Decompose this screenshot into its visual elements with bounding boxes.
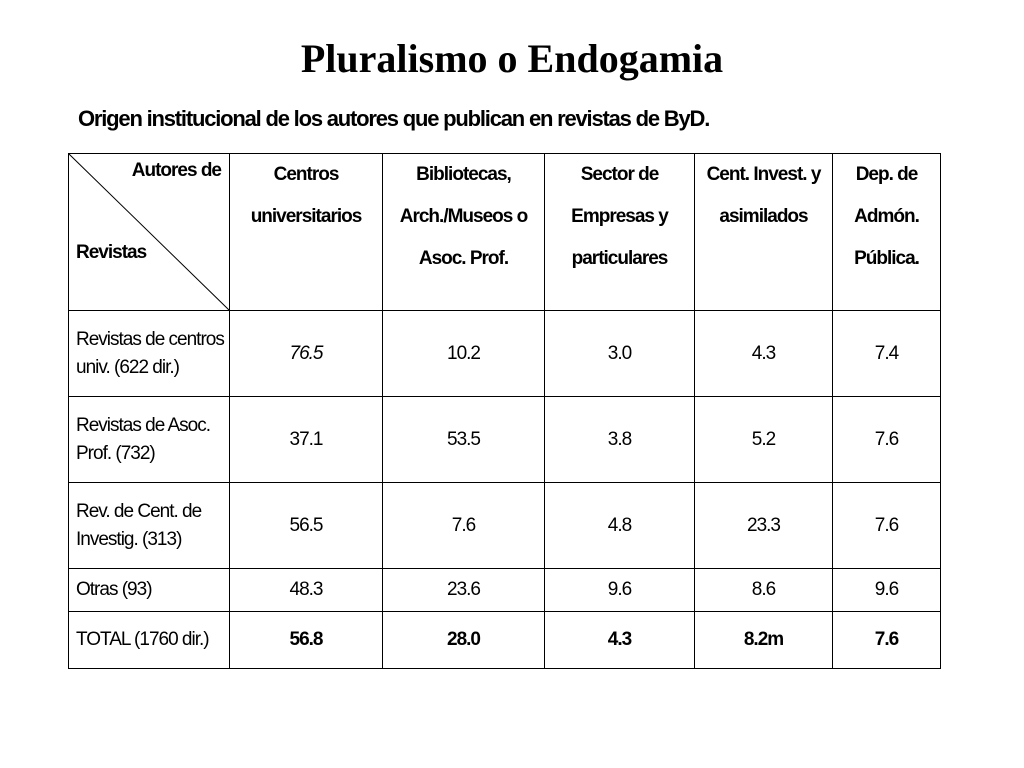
table-cell: 3.0 [544,310,695,397]
table-cell: 56.5 [229,482,383,569]
table-subtitle: Origen institucional de los autores que … [78,106,710,131]
table-row: Revistas de Asoc. Prof. (732) 37.1 53.5 … [68,396,941,483]
table-row: Otras (93) 48.3 23.6 9.6 8.6 9.6 [68,568,941,612]
table-cell: 10.2 [382,310,545,397]
table-cell: 9.6 [832,568,941,612]
row-label: Rev. de Cent. de Investig. (313) [68,482,230,569]
table-cell: 28.0 [382,611,545,669]
table-cell: 3.8 [544,396,695,483]
row-label: TOTAL (1760 dir.) [68,611,230,669]
data-table: Autores de Revistas Centros universitari… [68,153,941,669]
row-label: Revistas de centros univ. (622 dir.) [68,310,230,397]
table-cell: 9.6 [544,568,695,612]
table-cell: 7.6 [382,482,545,569]
table-cell: 48.3 [229,568,383,612]
table-cell: 7.6 [832,482,941,569]
table-cell: 23.3 [694,482,833,569]
row-label: Otras (93) [68,568,230,612]
table-cell: 7.6 [832,611,941,669]
column-header: Cent. Invest. y asimilados [694,153,833,311]
table-cell: 23.6 [382,568,545,612]
column-header: Centros universitarios [229,153,383,311]
table-cell: 8.6 [694,568,833,612]
row-label: Revistas de Asoc. Prof. (732) [68,396,230,483]
corner-cell: Autores de Revistas [68,153,230,311]
table-row: Revistas de centros univ. (622 dir.) 76.… [68,310,941,397]
table-cell: 4.8 [544,482,695,569]
table-cell: 56.8 [229,611,383,669]
table-cell: 7.6 [832,396,941,483]
table-cell: 37.1 [229,396,383,483]
header-row: Autores de Revistas Centros universitari… [68,153,941,311]
column-header: Sector de Empresas y particulares [544,153,695,311]
table-cell: 76.5 [229,310,383,397]
corner-diagonal [69,154,230,311]
table-row: Rev. de Cent. de Investig. (313) 56.5 7.… [68,482,941,569]
page-title: Pluralismo o Endogamia [300,36,724,81]
table-cell: 4.3 [544,611,695,669]
column-header: Bibliotecas, Arch./Museos o Asoc. Prof. [382,153,545,311]
column-header: Dep. de Admón. Pública. [832,153,941,311]
total-row: TOTAL (1760 dir.) 56.8 28.0 4.3 8.2m 7.6 [68,611,941,669]
corner-bottom-label: Revistas [76,242,147,263]
table-cell: 7.4 [832,310,941,397]
table-cell: 8.2m [694,611,833,669]
table-cell: 5.2 [694,396,833,483]
table-cell: 53.5 [382,396,545,483]
corner-top-label: Autores de [131,160,222,181]
table-cell: 4.3 [694,310,833,397]
